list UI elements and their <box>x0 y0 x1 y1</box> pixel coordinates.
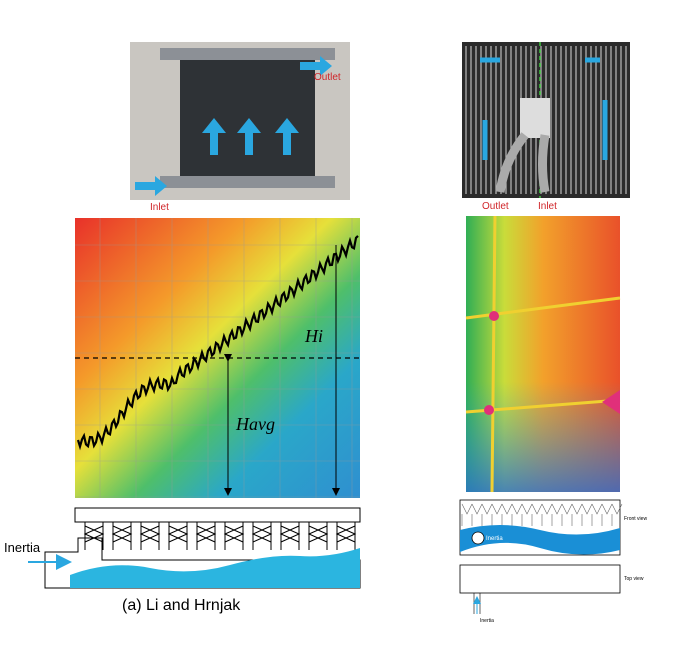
outlet-label: Outlet <box>314 72 341 83</box>
coil <box>279 522 301 550</box>
coil <box>591 503 603 526</box>
coil <box>541 503 553 526</box>
coil <box>111 522 133 550</box>
hi-label: Hi <box>304 326 323 346</box>
inlet-label: Inlet <box>538 201 557 212</box>
coil <box>521 503 533 526</box>
coil <box>531 503 543 526</box>
coil <box>491 503 503 526</box>
right-thermal <box>465 215 621 493</box>
coil <box>461 503 473 526</box>
left-diagram: Inertia <box>4 507 361 589</box>
coil <box>511 503 523 526</box>
coil <box>611 503 623 526</box>
top-view-label: Top view <box>624 576 644 582</box>
havg-label: Havg <box>235 414 275 434</box>
coil <box>581 503 593 526</box>
left-photo: Outlet Inlet <box>130 42 350 213</box>
inlet-label: Inlet <box>150 202 169 213</box>
coil <box>601 503 613 526</box>
coil <box>551 503 563 526</box>
coil <box>561 503 573 526</box>
coil <box>307 522 329 550</box>
right-photo: Outlet Inlet <box>462 42 630 212</box>
coil <box>251 522 273 550</box>
front-view-label: Front view <box>624 516 647 522</box>
inlet-inertia-label: Inertia <box>480 618 494 624</box>
coil <box>471 503 483 526</box>
coil <box>83 522 105 550</box>
coil <box>223 522 245 550</box>
coil <box>195 522 217 550</box>
coil <box>139 522 161 550</box>
right-diagram: Inertia Front view Top view Inertia <box>459 499 647 624</box>
coil <box>571 503 583 526</box>
left-thermal: Hi Havg <box>75 218 360 498</box>
coil <box>335 522 357 550</box>
inertia-label: Inertia <box>4 540 41 555</box>
caption: (a) Li and Hrnjak <box>122 597 241 614</box>
coil <box>481 503 493 526</box>
outlet-label: Outlet <box>482 201 509 212</box>
inertia-label: Inertia <box>486 536 503 542</box>
coil <box>501 503 513 526</box>
coil <box>167 522 189 550</box>
